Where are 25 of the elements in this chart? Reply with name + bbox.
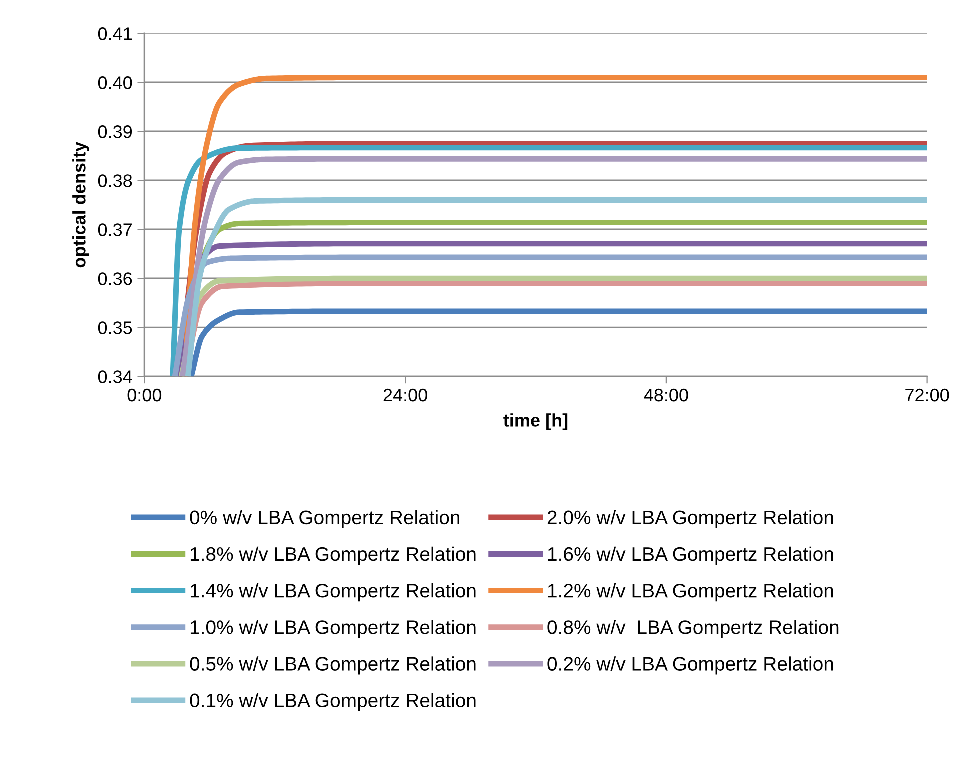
x-tick-label: 0:00 <box>128 388 162 402</box>
y-tick-label: 0.37 <box>98 224 132 236</box>
legend-label: 0.5% w/v LBA Gompertz Relation <box>190 656 476 675</box>
y-tick-label: 0.41 <box>98 28 132 40</box>
y-tick-label: 0.34 <box>98 370 132 384</box>
legend-label: 1.2% w/v LBA Gompertz Relation <box>548 583 834 602</box>
y-tick-label: 0.40 <box>98 76 132 90</box>
x-axis-title: time [h] <box>504 414 568 430</box>
y-tick-label: 0.39 <box>98 126 132 138</box>
legend-label: 1.0% w/v LBA Gompertz Relation <box>190 620 476 638</box>
y-tick-label: 0.35 <box>98 322 132 334</box>
legend-label: 1.4% w/v LBA Gompertz Relation <box>190 583 476 602</box>
legend-label: 0.8% w/v LBA Gompertz Relation <box>548 620 839 638</box>
legend-label: 0.1% w/v LBA Gompertz Relation <box>190 693 476 712</box>
x-tick-label: 24:00 <box>384 388 428 402</box>
legend-label: 2.0% w/v LBA Gompertz Relation <box>548 510 834 528</box>
y-tick-label: 0.36 <box>98 272 132 286</box>
legend-label: 1.8% w/v LBA Gompertz Relation <box>190 546 476 566</box>
y-axis-title: optical density <box>72 142 90 268</box>
legend-label: 1.6% w/v LBA Gompertz Relation <box>548 546 834 566</box>
x-tick-label: 72:00 <box>906 388 950 402</box>
legend-label: 0.2% w/v LBA Gompertz Relation <box>548 656 834 675</box>
y-tick-label: 0.38 <box>98 174 132 188</box>
legend-label: 0% w/v LBA Gompertz Relation <box>190 510 460 528</box>
x-tick-label: 48:00 <box>644 388 688 402</box>
